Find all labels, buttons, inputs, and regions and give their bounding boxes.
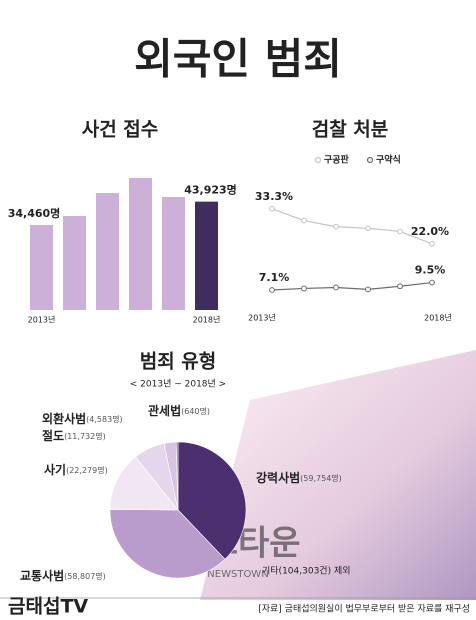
category-name: 강력사범	[256, 470, 300, 485]
category-name: 사기	[44, 462, 66, 477]
x-tick-label: 2013년	[248, 313, 276, 323]
value-label: (11,732명)	[64, 431, 106, 441]
chart-title: 사건 접수	[82, 119, 159, 141]
bar	[129, 178, 152, 310]
bar	[195, 201, 218, 310]
point	[333, 223, 339, 230]
point	[269, 287, 275, 293]
value-label: (640명)	[181, 406, 210, 416]
x-tick-label: 2018년	[424, 313, 452, 323]
data-label: 7.1%	[259, 271, 290, 284]
pie-slice	[177, 441, 247, 560]
point	[397, 283, 403, 290]
watermark: NEWSTOWN	[207, 569, 268, 580]
point	[365, 286, 371, 293]
data-label: 33.3%	[255, 190, 293, 203]
category-name: 교통사범	[20, 568, 64, 583]
value-label: (59,754명)	[300, 473, 342, 483]
bar	[96, 193, 119, 310]
chart-title: 검찰 처분	[312, 119, 389, 141]
line	[271, 281, 433, 291]
point	[365, 225, 371, 232]
chart-subtitle: < 2013년 ~ 2018년 >	[130, 379, 226, 390]
annotation: 기타(104,303건) 제외	[262, 565, 351, 577]
legend-marker	[366, 156, 374, 164]
legend-label: 구공판	[324, 154, 350, 166]
pie-label: 관세법(640명)	[148, 403, 210, 418]
line	[271, 208, 433, 245]
category-name: 외환사범	[42, 411, 86, 426]
pie-label: 강력사범(59,754명)	[256, 470, 342, 485]
pie-slice	[109, 509, 226, 579]
legend-marker	[314, 156, 322, 164]
pie-slice	[109, 456, 179, 511]
point	[301, 217, 307, 224]
pie-slice	[175, 441, 179, 511]
data-label: 43,923명	[184, 183, 237, 197]
bar	[30, 224, 53, 310]
point	[269, 205, 275, 212]
category-name: 절도	[42, 429, 64, 443]
value-label: (58,807명)	[64, 571, 106, 581]
source: [자료] 금태섭의원실이 법무부로부터 받은 자료를 재구성	[258, 604, 470, 615]
point	[429, 240, 435, 247]
bar	[63, 215, 86, 310]
chart-title: 범죄 유형	[140, 351, 217, 373]
pie-label: 사기(22,279명)	[44, 462, 108, 477]
point	[333, 284, 339, 291]
x-tick-label: 2018년	[193, 315, 221, 325]
pie-label: 절도(11,732명)	[42, 429, 106, 443]
data-label: 9.5%	[415, 264, 446, 277]
value-label: (22,279명)	[66, 465, 108, 475]
x-tick-label: 2013년	[28, 315, 56, 325]
point	[301, 285, 307, 292]
page-title: 외국인 범죄	[134, 35, 342, 84]
category-name: 관세법	[148, 403, 181, 418]
legend-label: 구약식	[376, 154, 401, 166]
value-label: (4,583명)	[86, 414, 123, 424]
point	[397, 228, 403, 235]
data-label: 22.0%	[411, 225, 449, 238]
logo: 금태섭TV	[8, 596, 88, 618]
bar	[162, 196, 185, 310]
pie-label: 교통사범(58,807명)	[20, 568, 106, 583]
data-label: 34,460명	[8, 206, 61, 220]
pie-label: 외환사범(4,583명)	[42, 411, 123, 426]
point	[429, 279, 435, 286]
background-art	[200, 350, 476, 600]
